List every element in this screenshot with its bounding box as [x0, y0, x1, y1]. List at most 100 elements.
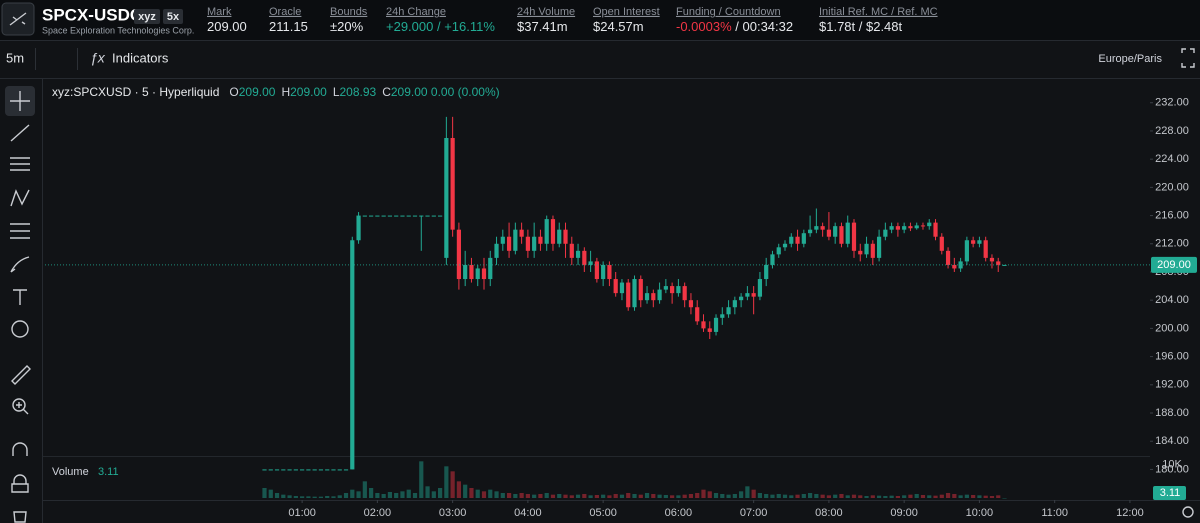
- emoji-tool[interactable]: [11, 320, 29, 338]
- volume-bar: [293, 496, 298, 498]
- stat-label: Bounds: [330, 6, 368, 18]
- volume-bar: [575, 494, 581, 498]
- x-tick-label: 09:00: [890, 507, 918, 519]
- stat-value: -0.0003% / 00:34:32: [676, 19, 793, 34]
- countdown: / 00:34:32: [732, 19, 793, 34]
- candle-body: [331, 469, 336, 471]
- volume-bar: [833, 494, 838, 498]
- volume-bar: [933, 495, 938, 498]
- stat-label: 24h Volume: [517, 6, 575, 18]
- stat-value-text: ±20%: [330, 19, 364, 34]
- fx-icon[interactable]: ƒx: [90, 50, 106, 66]
- candle-body: [770, 254, 775, 265]
- text-tool[interactable]: [13, 289, 27, 305]
- volume-bar: [463, 484, 468, 498]
- candle-body: [826, 229, 832, 237]
- fib-tool[interactable]: [10, 157, 30, 171]
- candle-body: [532, 236, 537, 251]
- projection-tool[interactable]: [10, 223, 30, 239]
- volume-bar: [726, 494, 731, 498]
- candle-body: [807, 229, 813, 234]
- candle-body: [682, 286, 687, 301]
- volume-bar: [425, 486, 430, 498]
- leverage[interactable]: 5x: [167, 11, 180, 23]
- volume-bar: [670, 495, 675, 498]
- candle-body: [626, 282, 631, 308]
- candle-body: [814, 226, 819, 230]
- candle-body: [362, 215, 367, 217]
- x-tick-label: 01:00: [288, 507, 316, 519]
- volume-bar: [701, 489, 706, 498]
- volume-bar: [494, 491, 499, 498]
- candle-body: [670, 286, 675, 294]
- candle-body: [343, 469, 349, 471]
- volume-bar: [525, 494, 530, 498]
- volume-bar: [488, 489, 493, 498]
- candle-body: [977, 240, 982, 244]
- y-tick-label: 196.00: [1155, 351, 1189, 363]
- volume-bar: [300, 496, 305, 498]
- candle-body: [450, 138, 455, 230]
- crosshair-tool[interactable]: [10, 91, 30, 111]
- ruler-tool[interactable]: [11, 365, 31, 385]
- volume-bar: [789, 495, 794, 498]
- interval[interactable]: 5m: [6, 50, 24, 65]
- candle-body: [588, 261, 593, 265]
- y-tick-label: 200.00: [1155, 322, 1189, 334]
- volume-bar: [475, 489, 480, 498]
- candle-body: [607, 264, 612, 280]
- candle-body: [318, 469, 324, 471]
- volume-bar: [757, 493, 763, 498]
- candle-body: [619, 282, 625, 294]
- candle-body: [663, 286, 668, 290]
- volume-bar: [996, 495, 1001, 498]
- volume-bar: [839, 494, 844, 498]
- volume-bar: [431, 491, 436, 498]
- volume-tag-label: 3.11: [1160, 487, 1181, 499]
- volume-bar: [331, 496, 336, 498]
- pattern-tool[interactable]: [10, 189, 30, 207]
- volume-bar: [481, 491, 487, 498]
- timezone[interactable]: Europe/Paris: [1098, 53, 1162, 65]
- volume-bar: [864, 496, 869, 498]
- lock-tool[interactable]: [11, 474, 29, 493]
- candle-body: [594, 261, 599, 280]
- fullscreen-icon[interactable]: [1181, 48, 1195, 68]
- settings-icon[interactable]: [1182, 506, 1194, 518]
- candle-body: [908, 226, 913, 229]
- zoom-tool[interactable]: [12, 398, 26, 412]
- candle-body: [538, 236, 543, 244]
- volume-bar: [274, 493, 280, 498]
- volume-bar: [807, 493, 813, 498]
- trendline-tool[interactable]: [10, 124, 30, 142]
- volume-bar: [601, 494, 606, 498]
- x-tick-label: 12:00: [1116, 507, 1144, 519]
- candle-body: [801, 233, 806, 244]
- candle-body: [989, 257, 995, 262]
- logo-mark: [9, 12, 27, 26]
- brush-tool[interactable]: [10, 256, 30, 273]
- volume-bar: [513, 494, 518, 498]
- candle-body: [851, 222, 857, 251]
- volume-bar: [764, 494, 769, 498]
- volume-bar: [437, 488, 443, 498]
- volume-bar: [770, 494, 775, 498]
- indicators[interactable]: Indicators: [112, 50, 169, 65]
- symbol[interactable]: SPCX-USDC: [42, 5, 142, 24]
- candle-body: [300, 469, 305, 471]
- last-price-tag: [1151, 256, 1197, 273]
- candle-body: [876, 236, 882, 258]
- trash-tool[interactable]: [13, 511, 27, 523]
- volume-label: Volume: [52, 466, 89, 478]
- volume-bar: [638, 494, 643, 498]
- magnet-tool[interactable]: [12, 442, 28, 456]
- stat-value: ±20%: [330, 19, 364, 34]
- candle-body: [557, 229, 562, 244]
- candle-body: [550, 219, 556, 244]
- volume-bar: [651, 494, 656, 498]
- candle-body: [456, 229, 462, 280]
- candle-body: [563, 229, 568, 244]
- volume-bar: [663, 495, 668, 498]
- volume-bar: [964, 494, 969, 498]
- volume-bar: [268, 489, 273, 498]
